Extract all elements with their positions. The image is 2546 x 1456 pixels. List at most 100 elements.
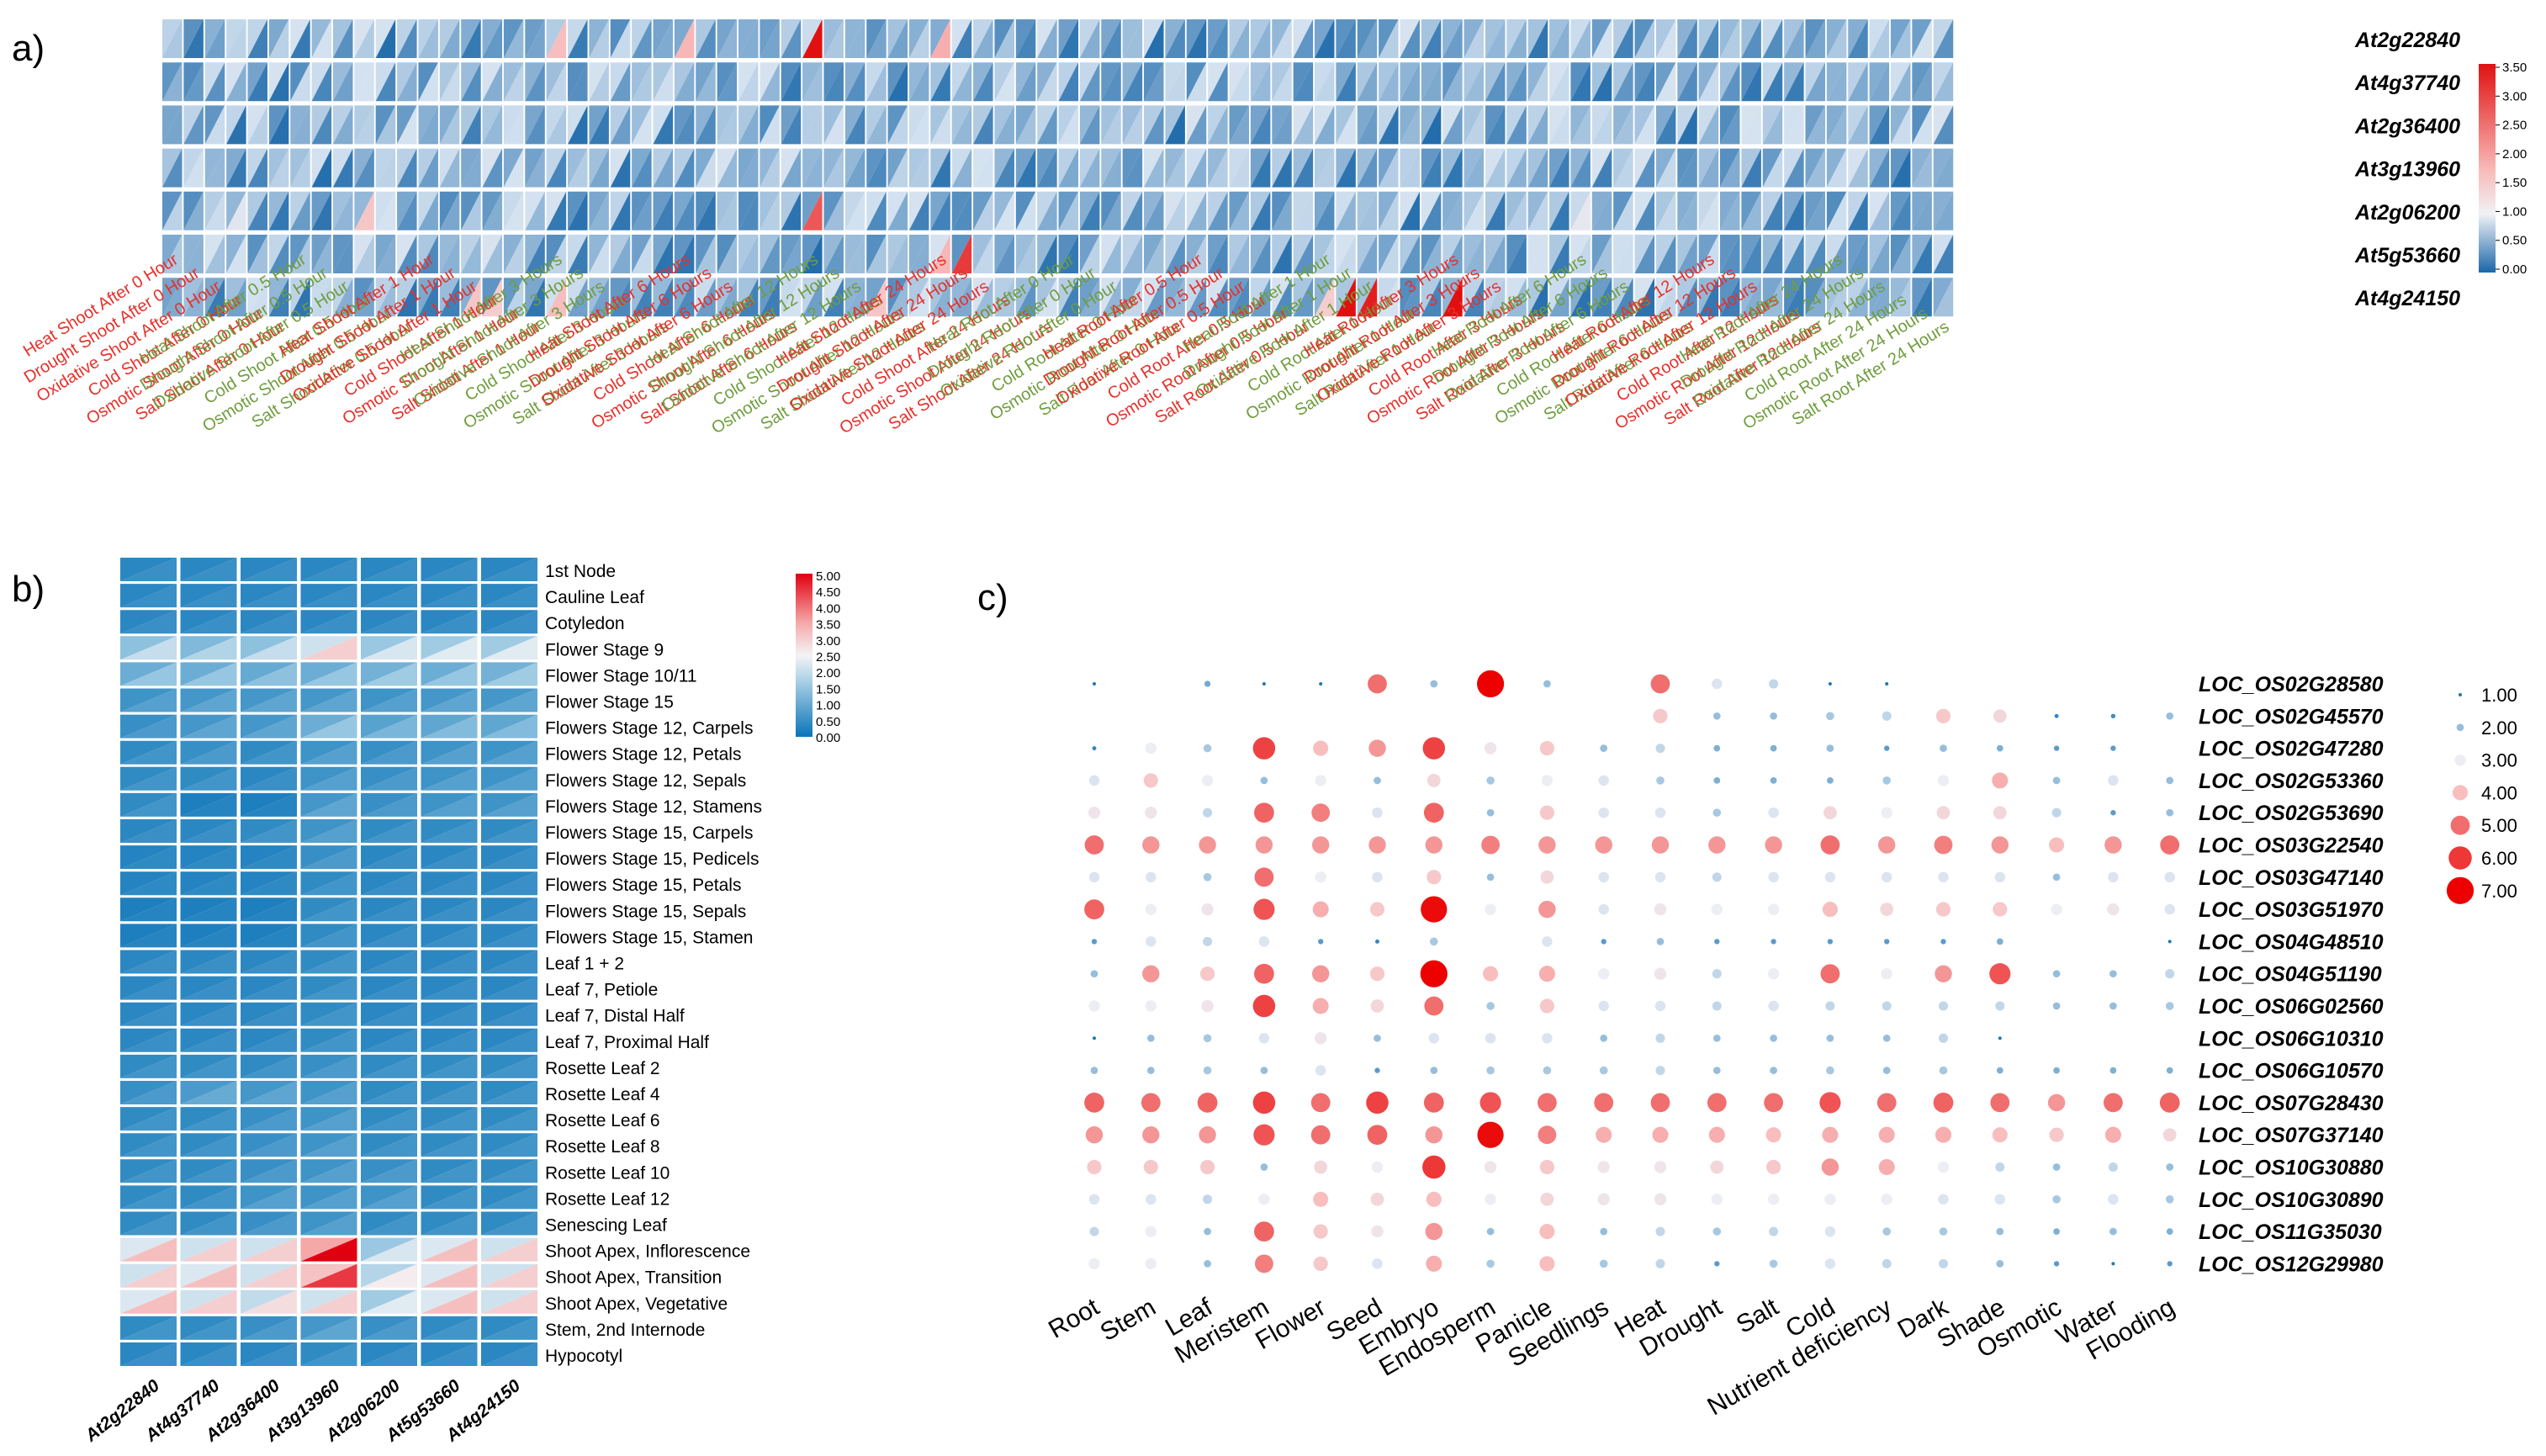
heatmap-a-cell-lower	[503, 62, 524, 102]
heatmap-b-cell-lower	[300, 1342, 357, 1366]
heatmap-a-cell-lower	[632, 278, 652, 317]
bubble	[1203, 1194, 1213, 1205]
heatmap-a-cell-lower	[781, 148, 802, 188]
bubble	[1145, 807, 1157, 819]
heatmap-a-cell-lower	[568, 148, 588, 188]
heatmap-a-cell-upper	[1058, 105, 1079, 145]
heatmap-a-cell-lower	[226, 62, 246, 102]
heatmap-a-cell-lower	[844, 278, 865, 317]
heatmap-a-cell-lower	[951, 191, 972, 230]
panel-label-c: c)	[977, 577, 1008, 618]
heatmap-a-cell-lower	[1400, 191, 1420, 230]
heatmap-b-cell-lower	[120, 845, 177, 870]
bubble	[1254, 963, 1274, 984]
heatmap-a-cell-upper	[1144, 105, 1164, 145]
heatmap-a-cell-lower	[674, 235, 695, 273]
bubble	[1996, 938, 2003, 945]
heatmap-a-cell-lower	[332, 278, 353, 317]
heatmap-a-cell-lower	[546, 148, 567, 188]
bubble	[2166, 808, 2174, 817]
heatmap-a-cell-lower	[738, 191, 759, 230]
heatmap-b-cell-lower	[300, 662, 357, 686]
heatmap-a-cell-lower	[973, 105, 993, 145]
heatmap-a-cell-lower	[1655, 191, 1676, 230]
bubble	[1252, 994, 1276, 1018]
bubble	[1598, 871, 1609, 883]
heatmap-a-cell-lower	[226, 235, 246, 273]
heatmap-a-cell-upper	[951, 191, 972, 230]
heatmap-a-cell-lower	[1805, 148, 1825, 188]
heatmap-a-cell-lower	[1122, 278, 1143, 317]
bubble	[1767, 1194, 1780, 1205]
heatmap-b-cell-lower	[300, 819, 357, 843]
heatmap-a-cell-lower	[1890, 235, 1911, 273]
heatmap-a-cell-lower	[844, 105, 865, 145]
bubble	[1539, 1256, 1555, 1272]
heatmap-a-cell-lower	[1485, 278, 1506, 317]
heatmap-a-cell-lower	[568, 278, 588, 317]
heatmap-a-cell-lower	[375, 278, 396, 317]
heatmap-a-cell-lower	[1186, 148, 1207, 188]
heatmap-a-cell-lower	[1250, 191, 1271, 230]
heatmap-a-cell-upper	[1122, 105, 1143, 145]
heatmap-a-cell-lower	[1101, 62, 1121, 102]
heatmap-b-cell-lower	[421, 897, 478, 922]
bubble	[1366, 1091, 1389, 1115]
bubble	[1542, 1033, 1553, 1044]
tissue-label: Stem, 2nd Internode	[545, 1321, 705, 1340]
bubble	[1090, 970, 1098, 978]
heatmap-b-cell-lower	[180, 1054, 237, 1078]
heatmap-a-cell-upper	[204, 235, 225, 273]
heatmap-a-cell-lower	[397, 278, 417, 317]
heatmap-a-cell-lower	[1784, 278, 1804, 317]
heatmap-a-cell-lower	[1379, 62, 1399, 102]
bubble	[1992, 772, 2009, 789]
heatmap-a-cell-lower	[1677, 235, 1697, 273]
heatmap-a-cell-lower	[1933, 62, 1954, 102]
heatmap-a-cell-lower	[1272, 148, 1292, 188]
heatmap-b-cell-lower	[120, 1316, 177, 1340]
heatmap-a-cell-lower	[1144, 278, 1164, 317]
heatmap-a-cell-lower	[1506, 278, 1527, 317]
heatmap-a-cell-lower	[1741, 235, 1761, 273]
heatmap-a-cell-lower	[1442, 235, 1463, 273]
heatmap-a-cell-lower	[738, 278, 759, 317]
heatmap-a-cell-upper	[908, 105, 929, 145]
heatmap-a-cell-lower	[1890, 105, 1911, 145]
heatmap-b-cell-lower	[481, 636, 537, 660]
heatmap-a-cell-lower	[461, 191, 481, 230]
bubble	[1711, 903, 1723, 915]
bubble	[2051, 807, 2062, 818]
heatmap-b-cell-lower	[481, 1054, 537, 1078]
bubble	[2108, 1162, 2118, 1173]
heatmap-a-cell-upper	[1677, 191, 1697, 230]
tissue-label: Leaf 7, Distal Half	[545, 1007, 685, 1026]
heatmap-a-cell-lower	[1549, 105, 1569, 145]
heatmap-a-cell-lower	[1527, 19, 1548, 58]
heatmap-a-cell-lower	[290, 191, 310, 230]
heatmap-a-cell-lower	[1549, 191, 1569, 230]
heatmap-a-cell-lower	[268, 19, 289, 58]
heatmap-b-cell-lower	[180, 897, 237, 922]
heatmap-b-cell-lower	[241, 792, 297, 817]
heatmap-a-cell-lower	[354, 191, 374, 230]
heatmap-a-cell-lower	[1784, 148, 1804, 188]
bubble	[1484, 1161, 1497, 1173]
heatmap-a-cell-lower	[781, 62, 802, 102]
heatmap-b-cell-lower	[421, 766, 478, 791]
heatmap-a-cell-lower	[1549, 62, 1569, 102]
legend-label: 3.00	[2481, 750, 2517, 771]
heatmap-a-cell-lower	[930, 235, 950, 273]
heatmap-a-cell-lower	[930, 148, 950, 188]
heatmap-a-cell-upper	[1250, 105, 1271, 145]
heatmap-a-cell-lower	[1698, 148, 1719, 188]
heatmap-a-cell-lower	[461, 19, 481, 58]
bubble	[1996, 1227, 2004, 1236]
bubble	[1712, 678, 1723, 690]
heatmap-a-cell-upper	[332, 191, 353, 230]
legend-label: 1.00	[2481, 685, 2517, 706]
bubble	[2111, 1262, 2115, 1266]
heatmap-a-cell-upper	[674, 191, 695, 230]
heatmap-a-cell-lower	[1591, 278, 1612, 317]
